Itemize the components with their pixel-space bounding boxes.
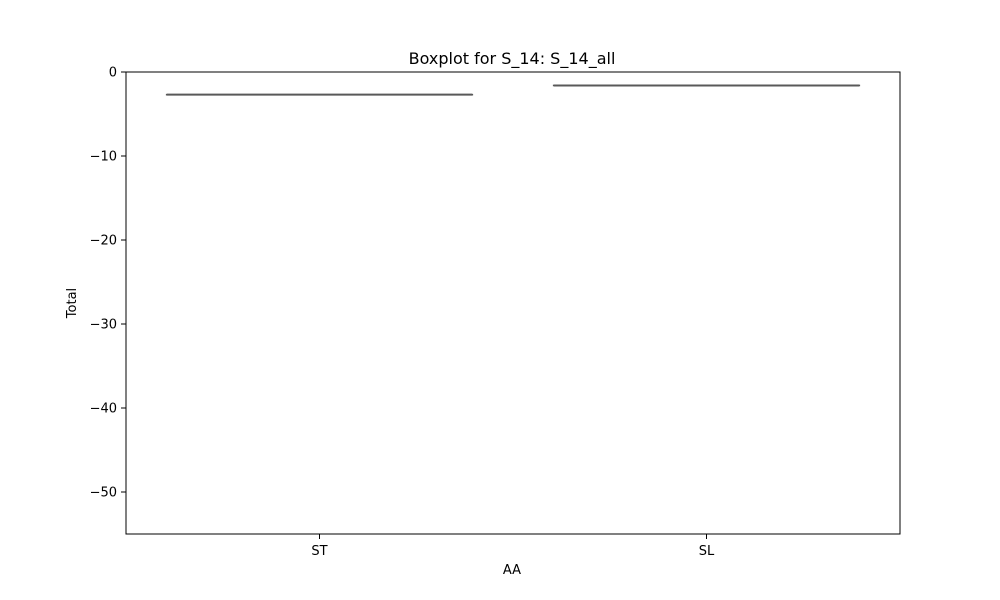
y-tick-label: −30 [90,318,117,333]
y-axis-label: Total [65,288,80,319]
y-tick-label: −20 [90,234,117,249]
plot-area: 0 −10 −20 −30 −40 −50 ST SL [90,66,901,559]
x-axis-label: AA [503,563,521,578]
y-tick-label: 0 [109,66,117,81]
y-tick-label: −50 [90,486,117,501]
x-tick-label: SL [699,544,715,559]
x-tick-label: ST [311,544,327,559]
plot-frame [125,71,901,535]
chart-title: Boxplot for S_14: S_14_all [409,49,616,69]
y-tick-label: −10 [90,150,117,165]
y-tick-label: −40 [90,402,117,417]
